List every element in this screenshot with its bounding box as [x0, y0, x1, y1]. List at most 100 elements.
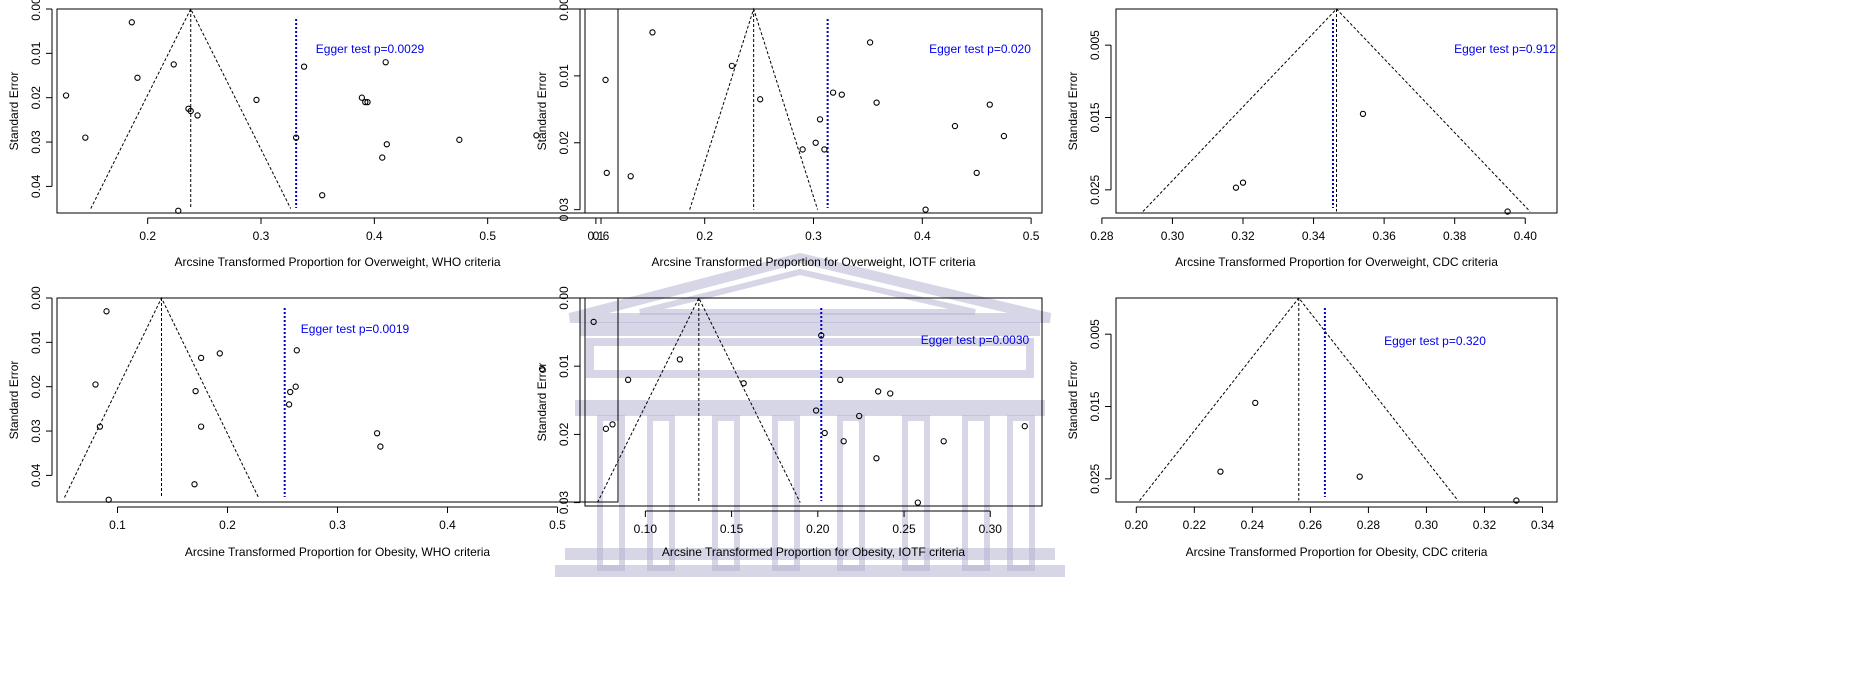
x-tick-label: 0.24	[1241, 518, 1265, 532]
y-tick-label: 0.02	[557, 422, 571, 446]
study-point	[300, 63, 308, 70]
y-axis-label: Standard Error	[7, 72, 21, 151]
x-tick-label: 0.4	[439, 518, 456, 532]
x-tick-label: 0.4	[914, 229, 931, 243]
plot-frame	[1115, 297, 1558, 503]
study-point	[873, 455, 880, 462]
study-point	[856, 412, 863, 420]
plot-frame	[584, 297, 1043, 507]
x-tick-label: 0.1	[109, 518, 126, 532]
x-tick-label: 0.20	[1125, 518, 1149, 532]
study-point	[293, 347, 300, 354]
egger-test-annotation: Egger test p=0.020	[929, 42, 1031, 56]
study-point	[973, 169, 980, 177]
study-point	[105, 496, 112, 503]
study-point	[914, 499, 921, 506]
study-point	[875, 388, 882, 395]
x-tick-label: 0.10	[634, 522, 658, 536]
study-point	[821, 146, 828, 153]
x-tick-label: 0.3	[253, 229, 270, 243]
study-point	[197, 423, 205, 430]
y-tick-label: 0.01	[557, 64, 571, 88]
study-point	[821, 429, 828, 437]
watermark-frieze	[586, 338, 1034, 378]
study-point	[216, 350, 223, 357]
y-tick-label: 0.01	[557, 354, 571, 378]
funnel-plot-3: 0.28 0.30 0.32 0.34 0.36 0.38 0.40 0.005 0.015 0.…	[1066, 8, 1558, 269]
egger-test-annotation: Egger test p=0.0019	[301, 322, 410, 336]
x-tick-label: 0.32	[1231, 229, 1255, 243]
y-tick-label: 0.02	[29, 375, 43, 399]
y-axis-label: Standard Error	[1066, 361, 1080, 440]
study-point	[134, 74, 141, 81]
study-point	[1513, 497, 1520, 504]
x-tick-label: 0.6	[593, 229, 610, 243]
study-point	[103, 308, 110, 315]
x-tick-label: 0.4	[366, 229, 383, 243]
study-point	[1359, 110, 1367, 118]
study-point	[292, 134, 300, 141]
y-tick-label: 0.015	[1088, 102, 1102, 132]
study-point	[192, 387, 199, 395]
study-point	[194, 112, 201, 119]
x-axis-label: Arcsine Transformed Proportion for Obesi…	[185, 545, 491, 559]
study-point	[728, 62, 736, 70]
study-point	[602, 425, 610, 432]
study-point	[887, 390, 894, 397]
study-point	[816, 116, 824, 123]
funnel-plot-1: 0.2 0.3 0.4 0.5 0.6 0.00 0.01 0.02 0.03 0.04 Arcsi…	[7, 0, 619, 269]
study-point	[1504, 208, 1511, 215]
study-point	[799, 146, 806, 153]
x-tick-label: 0.25	[892, 522, 916, 536]
x-axis-label: Arcsine Transformed Proportion for Overw…	[1175, 255, 1498, 269]
study-point	[838, 91, 845, 98]
y-tick-label: 0.04	[29, 174, 43, 198]
y-tick-label: 0.00	[29, 0, 43, 21]
x-tick-label: 0.1	[588, 229, 605, 243]
plot-frame	[56, 8, 619, 214]
study-point	[383, 141, 390, 148]
y-tick-label: 0.04	[29, 463, 43, 487]
x-axis-label: Arcsine Transformed Proportion for Overw…	[174, 255, 500, 269]
x-axis-label: Arcsine Transformed Proportion for Obesi…	[1186, 545, 1488, 559]
study-point	[951, 122, 959, 130]
y-tick-label: 0.03	[29, 130, 43, 154]
egger-test-annotation: Egger test p=0.0029	[316, 42, 425, 56]
funnel-plot-4: 0.1 0.2 0.3 0.4 0.5 0.00 0.01 0.02 0.03 0.04 Arcsi…	[7, 286, 619, 559]
watermark-column-1	[597, 415, 625, 571]
x-tick-label: 0.2	[139, 229, 156, 243]
study-point	[757, 96, 764, 103]
x-tick-label: 0.30	[1161, 229, 1185, 243]
study-point	[609, 421, 616, 428]
x-tick-label: 0.34	[1531, 518, 1555, 532]
study-point	[1021, 423, 1028, 430]
x-tick-label: 0.5	[479, 229, 496, 243]
study-point	[292, 383, 299, 390]
x-axis-label: Arcsine Transformed Proportion for Obesi…	[662, 545, 966, 559]
study-point	[285, 401, 293, 408]
study-point	[1252, 399, 1259, 407]
study-point	[940, 438, 947, 445]
x-tick-label: 0.3	[805, 229, 822, 243]
study-point	[1232, 184, 1240, 191]
x-tick-label: 0.30	[979, 522, 1003, 536]
study-point	[812, 139, 819, 146]
x-tick-label: 0.2	[696, 229, 713, 243]
plot-frame	[584, 8, 1043, 214]
study-point	[358, 94, 366, 101]
funnel-plot-2: 0.1 0.2 0.3 0.4 0.5 0.00 0.01 0.02 0.03 Arcsine T…	[535, 0, 1043, 269]
study-point	[128, 19, 135, 26]
y-axis-label: Standard Error	[535, 363, 549, 442]
study-point	[377, 443, 384, 450]
x-tick-label: 0.5	[549, 518, 566, 532]
funnel-confidence-lines	[596, 296, 801, 503]
study-point	[175, 207, 182, 214]
watermark-architrave	[575, 400, 1045, 416]
study-point	[1217, 468, 1224, 475]
y-tick-label: 0.02	[29, 86, 43, 110]
study-point	[1239, 179, 1247, 186]
watermark-step-1	[565, 548, 1055, 560]
study-point	[538, 365, 546, 373]
university-watermark-logo	[555, 252, 1065, 577]
